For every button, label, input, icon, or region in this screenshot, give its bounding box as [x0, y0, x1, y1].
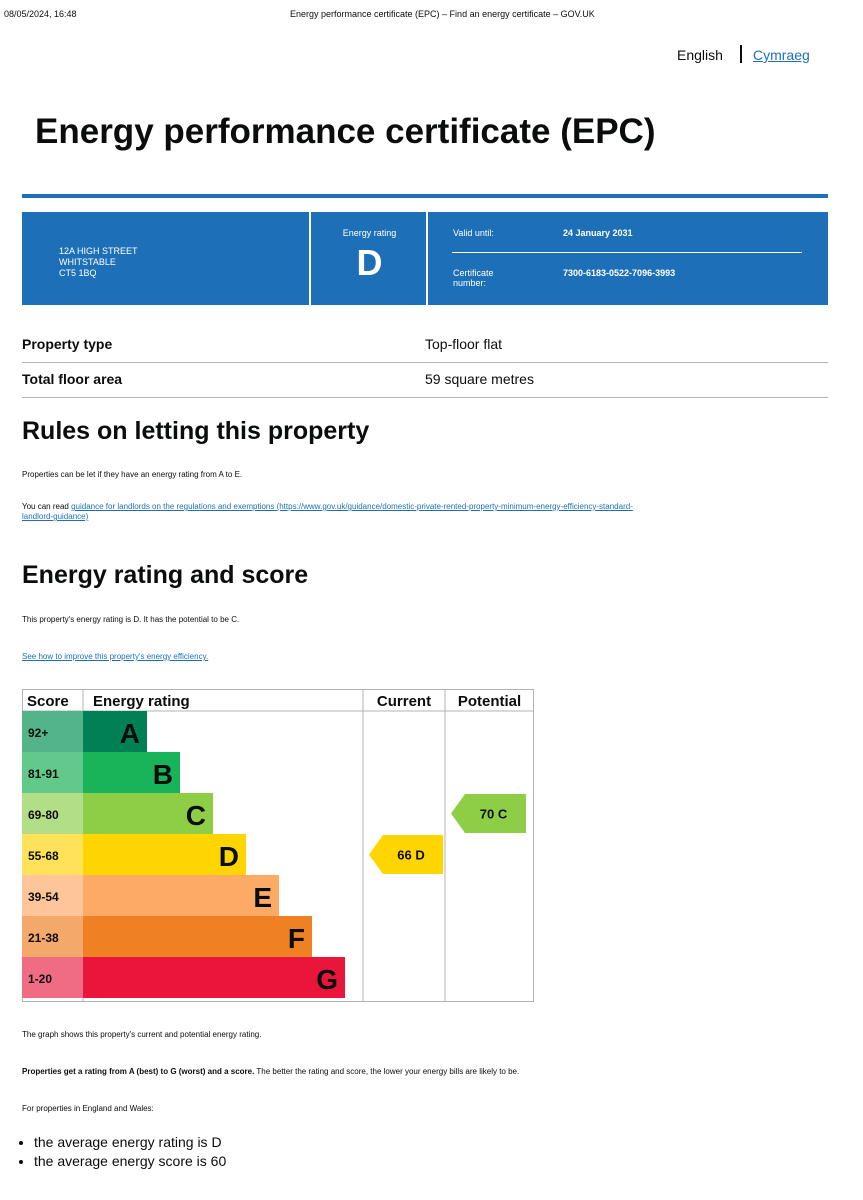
energy-rating-text: This property's energy rating is D. It h… — [22, 615, 240, 624]
chart-header-score: Score — [27, 693, 69, 710]
energy-rating-value: D — [356, 242, 383, 283]
chart-header-current: Current — [377, 693, 431, 710]
band-score-cell — [22, 834, 83, 875]
banner-row-divider — [452, 252, 802, 253]
chart-header-potential: Potential — [458, 693, 521, 710]
band-letter-e: E — [253, 882, 272, 913]
valid-until-value: 24 January 2031 — [563, 228, 633, 238]
band-score-label: 39-54 — [28, 890, 59, 904]
language-separator — [740, 45, 742, 63]
landlord-guidance-link-text: guidance for landlords on the regulation… — [71, 502, 633, 511]
band-score-cell — [22, 711, 83, 752]
potential-rating-arrow — [451, 794, 526, 833]
rating-explanation-rest: The better the rating and score, the low… — [254, 1067, 520, 1076]
band-letter-b: B — [153, 759, 173, 790]
graph-note: The graph shows this property's current … — [22, 1030, 262, 1039]
print-page-title: Energy performance certificate (EPC) – F… — [290, 9, 595, 19]
banner-divider — [309, 212, 311, 305]
band-score-label: 55-68 — [28, 849, 59, 863]
property-address: 12A HIGH STREET WHITSTABLE CT5 1BQ — [59, 246, 138, 279]
property-type-value: Top-floor flat — [425, 336, 503, 352]
band-letter-c: C — [186, 800, 206, 831]
band-bar-b — [83, 752, 180, 793]
list-item: the average energy rating is D — [34, 1133, 226, 1152]
energy-heading: Energy rating and score — [22, 561, 309, 589]
current-rating-arrow — [369, 835, 443, 874]
band-score-label: 81-91 — [28, 767, 59, 781]
band-score-cell — [22, 793, 83, 834]
improve-efficiency-link[interactable]: See how to improve this property's energ… — [22, 652, 209, 661]
banner-divider — [426, 212, 428, 305]
valid-until-label: Valid until: — [453, 228, 494, 238]
certificate-label-line: Certificate — [453, 268, 494, 278]
list-item: the average energy score is 60 — [34, 1152, 226, 1171]
energy-rating-chart: Score Energy rating Current Potential 92+ A 81… — [22, 689, 534, 1002]
language-link-welsh[interactable]: Cymraeg — [753, 47, 810, 63]
band-score-label: 92+ — [28, 726, 48, 740]
epc-summary-banner: 12A HIGH STREET WHITSTABLE CT5 1BQ Energ… — [22, 212, 828, 305]
landlord-guidance-link-text: landlord-guidance) — [22, 512, 89, 521]
property-type-key: Property type — [22, 336, 113, 352]
band-bar-a — [83, 711, 147, 752]
energy-rating-chart-svg: Score Energy rating Current Potential 92+ A 81… — [22, 689, 534, 1002]
rules-text: Properties can be let if they have an en… — [22, 470, 243, 479]
floor-area-row: Total floor area 59 square metres — [22, 363, 828, 398]
region-intro: For properties in England and Wales: — [22, 1104, 154, 1113]
energy-rating-label: Energy rating — [342, 228, 397, 238]
certificate-number-label: Certificate number: — [453, 268, 494, 288]
band-letter-g: G — [316, 964, 338, 995]
certificate-number-value: 7300-6183-0522-7096-3993 — [563, 268, 676, 278]
band-score-label: 1-20 — [28, 972, 52, 986]
current-rating-label: 66 D — [397, 848, 424, 863]
page-title: Energy performance certificate (EPC) — [35, 112, 656, 151]
band-score-cell — [22, 752, 83, 793]
band-bar-f — [83, 916, 312, 957]
floor-area-key: Total floor area — [22, 371, 123, 387]
rules-heading: Rules on letting this property — [22, 417, 370, 445]
address-line: 12A HIGH STREET — [59, 246, 138, 256]
potential-rating-label: 70 C — [480, 807, 508, 822]
average-list: the average energy rating is D the avera… — [0, 1133, 226, 1171]
band-bar-c — [83, 793, 213, 834]
rating-explanation-bold: Properties get a rating from A (best) to… — [22, 1067, 255, 1076]
certificate-label-line: number: — [453, 278, 487, 288]
print-datetime: 08/05/2024, 16:48 — [4, 9, 77, 19]
band-score-label: 21-38 — [28, 931, 59, 945]
rules-read-prefix: You can read — [22, 502, 69, 511]
rating-explanation: Properties get a rating from A (best) to… — [22, 1067, 519, 1076]
chart-header-energy-rating: Energy rating — [93, 693, 190, 710]
address-line: WHITSTABLE — [59, 257, 116, 267]
address-line: CT5 1BQ — [59, 268, 97, 278]
band-score-label: 69-80 — [28, 808, 59, 822]
band-bar-d — [83, 834, 246, 875]
band-letter-a: A — [120, 718, 140, 749]
band-letter-d: D — [219, 841, 239, 872]
band-score-cell — [22, 916, 83, 957]
landlord-guidance-link[interactable]: guidance for landlords on the regulation… — [22, 502, 633, 521]
band-letter-f: F — [288, 923, 305, 954]
floor-area-value: 59 square metres — [425, 371, 534, 387]
band-bar-g — [83, 957, 345, 998]
rules-guidance-paragraph: You can read guidance for landlords on t… — [22, 502, 822, 522]
band-score-cell — [22, 875, 83, 916]
band-score-cell — [22, 957, 83, 998]
title-divider — [22, 194, 828, 198]
band-bar-e — [83, 875, 279, 916]
language-current: English — [677, 47, 723, 63]
property-type-row: Property type Top-floor flat — [22, 328, 828, 363]
